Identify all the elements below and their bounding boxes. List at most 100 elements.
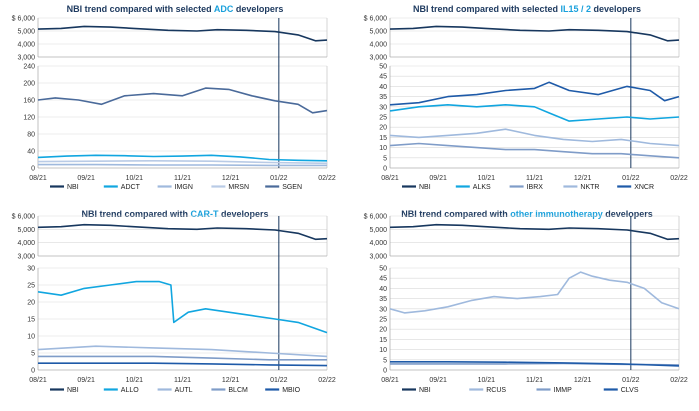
legend-label-clvs: CLVS (621, 387, 639, 394)
series-line-imgn (38, 163, 327, 167)
legend-label-imgn: IMGN (175, 184, 193, 191)
top-panel-y-tick-label: $ 6,000 (12, 16, 35, 23)
bottom-panel-y-tick-label: 35 (379, 296, 387, 303)
legend-label-allo: ALLO (121, 387, 139, 394)
bottom-panel-y-tick-label: 30 (27, 266, 35, 273)
x-tick-label: 02/22 (670, 377, 688, 384)
chart-panel-2: NBI trend compared with selected IL15 / … (364, 4, 688, 191)
legend-label-ibrx: IBRX (527, 184, 544, 191)
bottom-panel-y-tick-label: 15 (379, 337, 387, 344)
series-line-autl (37, 345, 328, 358)
legend-label-mrsn: MRSN (228, 184, 249, 191)
x-tick-label: 02/22 (318, 175, 336, 182)
series-line-alks (389, 104, 680, 122)
series-line-nbi (389, 25, 680, 42)
top-panel-y-tick-label: 4,000 (369, 42, 387, 49)
bottom-panel-y-tick-label: 45 (379, 74, 387, 81)
bottom-panel-y-tick-label: 200 (23, 81, 35, 88)
series-line-sgen (37, 87, 328, 114)
top-panel-y-tick-label: 4,000 (17, 42, 35, 49)
top-panel-y-tick-label: 3,000 (369, 55, 387, 62)
x-tick-label: 12/21 (574, 175, 592, 182)
bottom-panel-y-tick-label: 25 (27, 283, 35, 290)
x-tick-label: 12/21 (222, 175, 240, 182)
x-tick-label: 09/21 (77, 175, 95, 182)
chart-title-text: NBI trend compared with (401, 209, 510, 219)
chart-title-text: developers (591, 4, 641, 14)
series-line-nbi (37, 25, 328, 42)
series-line-ibrx (389, 142, 680, 159)
chart-panel-4: NBI trend compared with other immunother… (364, 209, 688, 394)
x-tick-label: 08/21 (29, 377, 47, 384)
legend-label-nbi: NBI (419, 184, 431, 191)
bottom-panel-y-tick-label: 15 (27, 317, 35, 324)
series-line-nktr (389, 128, 680, 147)
x-tick-label: 02/22 (318, 377, 336, 384)
top-panel-y-tick-label: 3,000 (17, 254, 35, 261)
top-panel-y-tick-label: 3,000 (17, 55, 35, 62)
x-tick-label: 11/21 (526, 377, 543, 384)
x-tick-label: 12/21 (222, 377, 240, 384)
bottom-panel-y-tick-label: 10 (379, 145, 387, 152)
bottom-panel-y-tick-label: 80 (27, 132, 35, 139)
legend-label-immp: IMMP (554, 387, 573, 394)
top-panel-y-tick-label: 3,000 (369, 254, 387, 261)
bottom-panel-y-tick-label: 50 (379, 64, 387, 71)
bottom-panel-y-tick-label: 160 (23, 98, 35, 105)
chart-title-text: NBI trend compared with selected (67, 4, 214, 14)
x-tick-label: 10/21 (126, 377, 144, 384)
series-line-clvs (390, 361, 680, 367)
x-tick-label: 10/21 (478, 175, 496, 182)
top-panel-y-tick-label: $ 6,000 (364, 16, 387, 23)
x-tick-label: 02/22 (670, 175, 688, 182)
chart-title: NBI trend compared with selected ADC dev… (67, 4, 284, 14)
bottom-panel-y-tick-label: 45 (379, 276, 387, 283)
chart-title-highlight: ADC (214, 4, 234, 14)
chart-title-text: developers (603, 209, 653, 219)
legend-label-sgen: SGEN (282, 184, 302, 191)
x-tick-label: 08/21 (381, 175, 399, 182)
x-tick-label: 08/21 (381, 377, 399, 384)
chart-panel-1: NBI trend compared with selected ADC dev… (12, 4, 336, 191)
x-tick-label: 01/22 (622, 175, 640, 182)
bottom-panel-y-tick-label: 20 (27, 300, 35, 307)
bottom-panel-y-tick-label: 0 (31, 166, 35, 173)
series-line-mrsn (37, 160, 328, 165)
series-line-rcus (389, 271, 680, 314)
x-tick-label: 01/22 (270, 377, 288, 384)
bottom-panel-y-tick-label: 20 (379, 327, 387, 334)
series-line-nbi (389, 223, 680, 241)
legend-label-blcm: BLCM (228, 387, 248, 394)
top-panel-y-tick-label: 4,000 (17, 240, 35, 247)
top-panel-y-tick-label: 4,000 (369, 240, 387, 247)
x-tick-label: 09/21 (429, 175, 447, 182)
chart-title-highlight: CAR-T (190, 209, 218, 219)
x-tick-label: 01/22 (622, 377, 640, 384)
bottom-panel-y-tick-label: 240 (23, 64, 35, 71)
bottom-panel-y-tick-label: 0 (383, 166, 387, 173)
x-tick-label: 11/21 (526, 175, 543, 182)
bottom-panel-y-tick-label: 0 (383, 368, 387, 375)
bottom-panel-y-tick-label: 40 (27, 149, 35, 156)
series-line-allo (37, 280, 328, 334)
x-tick-label: 10/21 (126, 175, 144, 182)
x-tick-label: 10/21 (478, 377, 496, 384)
top-panel-y-tick-label: $ 6,000 (364, 214, 387, 221)
x-tick-label: 01/22 (270, 175, 288, 182)
bottom-panel-y-tick-label: 10 (379, 347, 387, 354)
top-panel-y-tick-label: 5,000 (17, 227, 35, 234)
bottom-panel-y-tick-label: 25 (379, 115, 387, 122)
chart-title: NBI trend compared with selected IL15 / … (413, 4, 641, 14)
bottom-panel-y-tick-label: 50 (379, 266, 387, 273)
top-panel-y-tick-label: $ 6,000 (12, 214, 35, 221)
legend-label-mbio: MBIO (282, 387, 300, 394)
legend-label-alks: ALKS (473, 184, 491, 191)
chart-title-text: developers (218, 209, 268, 219)
bottom-panel-y-tick-label: 20 (379, 125, 387, 132)
bottom-panel-y-tick-label: 10 (27, 334, 35, 341)
bottom-panel-y-tick-label: 40 (379, 286, 387, 293)
bottom-panel-y-tick-label: 5 (383, 155, 387, 162)
bottom-panel-y-tick-label: 15 (379, 135, 387, 142)
